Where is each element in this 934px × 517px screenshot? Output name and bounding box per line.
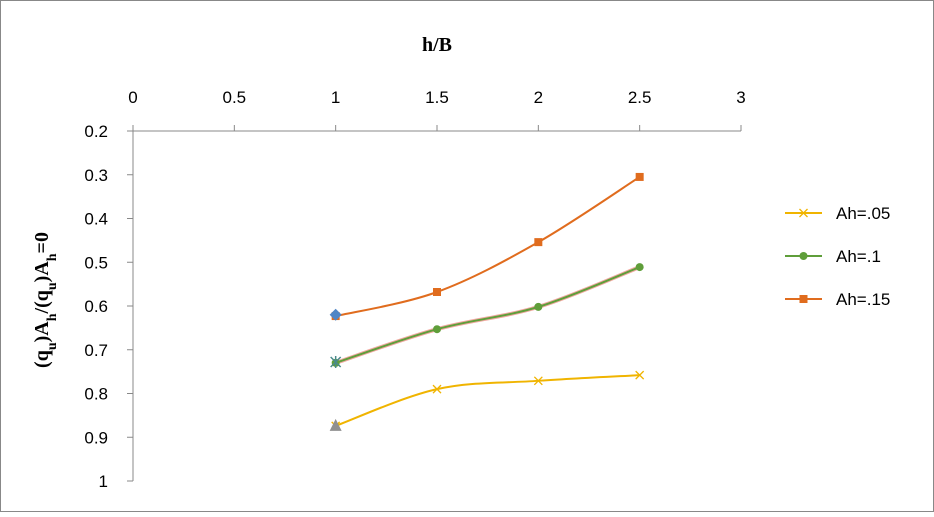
y-axis-label: (qu)Ah/(qu)Ah=0 [31,232,60,368]
y-label-part: )A [31,321,53,343]
series-line [335,176,641,318]
y-tick-label: 0.9 [84,428,108,447]
legend-item: Ah=.1 [785,247,881,266]
marker [432,384,442,394]
x-tick-label: 2 [534,88,543,107]
y-label-part: h [45,313,60,321]
y-tick-label: 0.6 [84,297,108,316]
x-tick-label: 3 [736,88,745,107]
marker [799,252,808,260]
x-tick-label: 1.5 [425,88,449,107]
chart-title: h/B [422,34,452,56]
legend-item: Ah=.05 [785,204,890,223]
x-tick-label: 2.5 [628,88,652,107]
legend-label: Ah=.05 [836,204,890,223]
legend-label: Ah=.15 [836,290,890,309]
y-label-part: )A [31,261,53,283]
y-tick-label: 0.3 [84,166,108,185]
marker [799,208,808,218]
y-label-part: =0 [31,232,53,253]
marker [329,418,342,431]
marker [330,356,342,368]
marker [329,308,342,321]
marker [533,376,543,386]
marker [433,288,441,296]
marker [534,302,543,311]
y-label-part: (q [31,350,53,368]
y-tick-label: 0.7 [84,341,108,360]
y-tick-label: 0.4 [84,210,108,229]
x-tick-label: 0 [128,88,137,107]
marker [799,295,808,303]
y-tick-label: 0.8 [84,385,108,404]
y-tick-label: 1 [99,472,108,491]
marker [635,370,645,380]
y-tick-label: 0.5 [84,253,108,272]
series-line [335,266,641,364]
marker [635,172,644,181]
x-tick-label: 0.5 [223,88,247,107]
marker [635,263,644,272]
y-label-part: h [45,253,60,261]
marker [534,238,543,247]
y-label-part: u [45,342,60,350]
y-label-part: u [45,282,60,290]
y-label-part: /(q [31,290,53,314]
x-tick-label: 1 [331,88,340,107]
series-line [335,374,640,427]
marker [433,325,441,334]
y-tick-label: 0.2 [84,122,108,141]
legend-label: Ah=.1 [836,247,881,266]
legend-item: Ah=.15 [785,290,890,309]
